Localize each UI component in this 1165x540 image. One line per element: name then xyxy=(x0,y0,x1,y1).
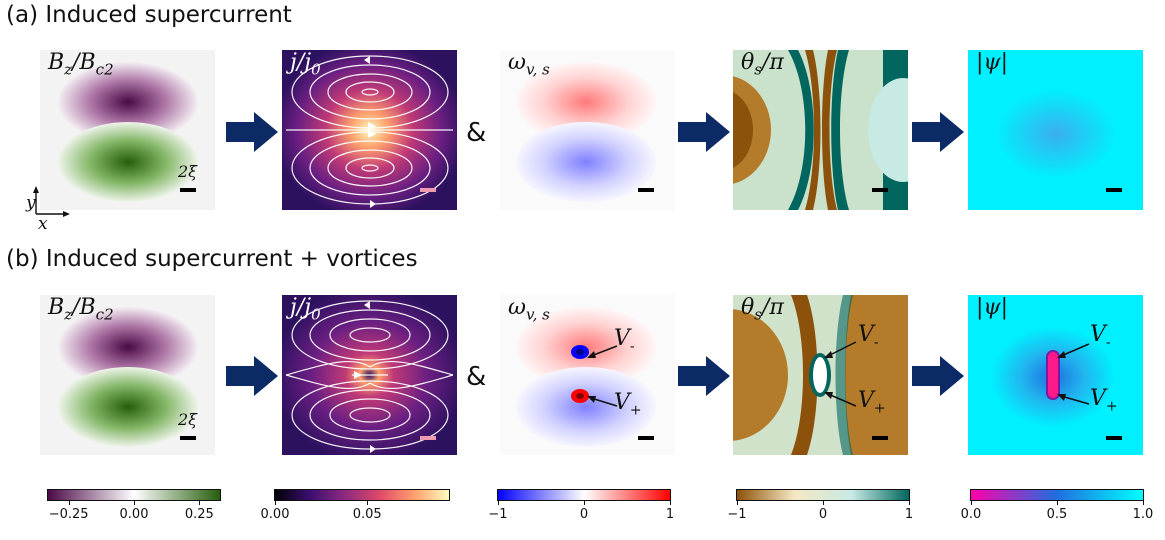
bz-label-a: Bz/Bc2 xyxy=(48,50,114,79)
vortex-plus-label-theta: V+ xyxy=(858,388,886,417)
scale-bar-a-omega xyxy=(638,188,654,192)
row-b-j-panel: j/j0 xyxy=(282,295,457,455)
scale-bar-b-j xyxy=(420,436,436,440)
colorbar-tick-label: 0.5 xyxy=(1046,507,1068,522)
scale-bar-b-bz xyxy=(180,436,196,440)
bz-label-b: Bz/Bc2 xyxy=(48,295,114,324)
colorbar-tick-label: 0 xyxy=(579,507,589,522)
j-label-a: j/j0 xyxy=(290,50,321,79)
scale-bar-a-bz xyxy=(180,188,196,192)
omega-label-b: ωv, s xyxy=(508,295,550,324)
colorbar-tick-label: −1 xyxy=(488,507,508,522)
colorbar-tick xyxy=(823,500,824,505)
scale-bar-b-omega xyxy=(638,436,654,440)
scale-bar-b-theta xyxy=(872,436,888,440)
arrow-icon xyxy=(226,112,278,152)
colorbar-tick-label: 0.00 xyxy=(260,507,290,522)
scale-label-b: 2ξ xyxy=(178,410,197,429)
arrow-icon xyxy=(226,356,278,396)
row-a-psi-panel: |ψ| xyxy=(968,50,1143,210)
ampersand-b: & xyxy=(466,362,487,392)
scale-bar-a-j xyxy=(420,188,436,192)
row-a-j-panel: j/j0 xyxy=(282,50,457,210)
row-a-bz-panel: Bz/Bc2 xyxy=(40,50,215,210)
row-a-title: (a) Induced supercurrent xyxy=(6,2,292,28)
vortex-pointer-icon xyxy=(824,341,857,407)
axis-x-label: x xyxy=(38,214,48,234)
arrow-icon xyxy=(912,356,964,396)
colorbar-tick-label: 0.0 xyxy=(960,507,982,522)
scale-bar-a-psi xyxy=(1106,188,1122,192)
colorbar-j xyxy=(274,489,450,501)
arrow-icon xyxy=(912,112,964,152)
vortex-pointer-icon xyxy=(1057,343,1090,405)
colorbar-tick-label: −1 xyxy=(727,507,747,522)
colorbar-tick xyxy=(737,500,738,505)
vortex-plus-label-psi: V+ xyxy=(1090,386,1118,415)
row-a-theta-panel: θs/π xyxy=(733,50,908,210)
colorbar-tick xyxy=(367,500,369,505)
ampersand-a: & xyxy=(466,118,487,148)
psi-label-b: |ψ| xyxy=(976,295,1009,320)
axis-indicator xyxy=(33,186,70,217)
colorbar-tick xyxy=(199,500,201,505)
vortex-pointer-icon xyxy=(587,345,618,407)
scale-bar-a-theta xyxy=(872,188,888,192)
colorbar-tick xyxy=(275,500,276,505)
vortex-plus-label-omega: V+ xyxy=(614,390,642,419)
colorbar-tick-label: 1 xyxy=(904,507,914,522)
row-b-omega-panel: ωv, s xyxy=(500,295,675,455)
omega-label-a: ωv, s xyxy=(508,50,550,79)
colorbar-tick xyxy=(134,500,135,505)
colorbar-tick xyxy=(670,500,671,505)
row-b-psi-panel: |ψ| xyxy=(968,295,1143,455)
scale-label-a: 2ξ xyxy=(178,162,197,181)
arrow-icon xyxy=(678,356,730,396)
colorbar-tick xyxy=(68,500,70,505)
arrow-icon xyxy=(678,112,730,152)
colorbar-tick xyxy=(1057,500,1058,505)
scale-bar-b-psi xyxy=(1106,436,1122,440)
colorbar-tick xyxy=(584,500,585,505)
j-label-b: j/j0 xyxy=(290,295,321,324)
psi-label-a: |ψ| xyxy=(976,50,1009,75)
axis-y-label: y xyxy=(26,193,36,213)
theta-label-a: θs/π xyxy=(741,50,784,79)
row-b-title: (b) Induced supercurrent + vortices xyxy=(6,246,418,272)
row-a-omega-panel: ωv, s xyxy=(500,50,675,210)
theta-label-b: θs/π xyxy=(741,295,784,324)
row-b-bz-panel: Bz/Bc2 xyxy=(40,295,215,455)
row-b-theta-panel: θs/π xyxy=(733,295,908,455)
colorbar-tick xyxy=(971,500,972,505)
colorbar-tick-label: 1.0 xyxy=(1132,507,1154,522)
colorbar-tick-label: 0.25 xyxy=(184,507,214,522)
colorbar-tick xyxy=(1143,500,1144,505)
colorbar-tick-label: 0 xyxy=(818,507,828,522)
colorbar-tick-label: 0.05 xyxy=(352,507,382,522)
colorbar-tick-label: −0.25 xyxy=(48,507,89,522)
colorbar-tick xyxy=(498,500,499,505)
colorbar-tick-label: 0.00 xyxy=(119,507,149,522)
colorbar-tick xyxy=(909,500,910,505)
vortex-minus-label-psi: V- xyxy=(1090,322,1111,351)
colorbar-tick-label: 1 xyxy=(665,507,675,522)
vortex-minus-label-theta: V- xyxy=(858,322,879,351)
vortex-minus-label-omega: V- xyxy=(614,326,635,355)
